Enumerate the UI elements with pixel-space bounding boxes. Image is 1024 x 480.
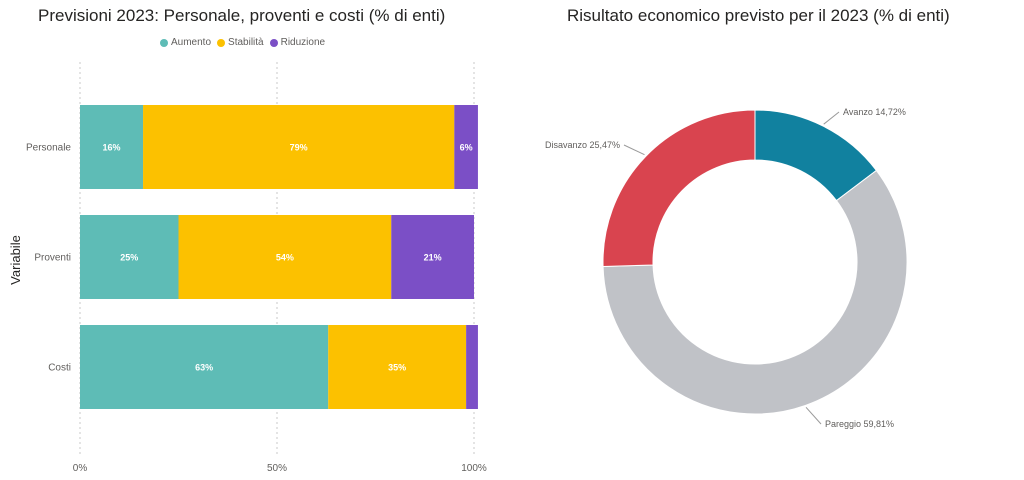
donut-leader-line [823,111,840,125]
bar-data-label: 16% [103,143,121,153]
legend-label-riduzione: Riduzione [280,37,326,48]
donut-data-label: Disavanzo 25,47% [545,140,620,150]
bar-segment[interactable] [80,215,179,299]
donut-slice[interactable] [602,109,756,268]
bar-data-label: 6% [460,143,473,153]
legend-item-aumento[interactable]: Aumento [160,37,211,48]
bar-segment[interactable] [328,325,467,409]
bar-chart-title: Previsioni 2023: Personale, proventi e c… [38,6,446,25]
bar-chart-plot: Variabile 0% 50% 100% Personale 16% 79% 6% Prov… [8,62,487,474]
bar-data-label: 35% [388,363,406,373]
bar-segment[interactable] [80,325,329,409]
bar-chart-panel: Previsioni 2023: Personale, proventi e c… [0,0,500,480]
x-tick-label: 0% [73,463,88,474]
donut-chart-panel: Risultato economico previsto per il 2023… [505,0,1024,480]
bar-segment[interactable] [454,105,478,189]
legend-item-stabilita[interactable]: Stabilità [217,37,264,48]
bar-segment[interactable] [80,105,144,189]
legend-marker-aumento [160,38,168,47]
donut-leader-line [805,406,822,425]
x-tick-label: 50% [267,463,287,474]
y-tick-label: Proventi [34,253,71,264]
y-tick-label: Personale [26,143,71,154]
bar-segment[interactable] [143,105,455,189]
bar-data-label: 21% [424,253,442,263]
bar-chart-legend: Aumento Stabilità Riduzione [160,37,325,48]
donut-data-label: Avanzo 14,72% [843,107,906,117]
legend-label-stabilita: Stabilità [228,37,264,48]
bar-segment[interactable] [178,215,392,299]
donut-leader-line [623,144,645,156]
donut-slice[interactable] [602,169,908,415]
bar-data-label: 54% [276,253,294,263]
bar-segment[interactable] [391,215,474,299]
legend-marker-riduzione [269,38,278,47]
donut-chart-plot: Avanzo 14,72% Pareggio 59,81% Disavanzo 25… [545,107,908,429]
y-axis-title: Variabile [8,235,23,285]
legend-marker-stabilita [217,38,226,47]
donut-data-label: Pareggio 59,81% [825,419,894,429]
legend-label-aumento: Aumento [171,37,212,48]
bar-data-label: 25% [120,253,138,263]
donut-chart-title: Risultato economico previsto per il 2023… [567,6,950,25]
bar-data-label: 63% [195,363,213,373]
bar-segment[interactable] [466,325,478,409]
legend-item-riduzione[interactable]: Riduzione [269,37,326,48]
y-tick-label: Costi [48,363,71,374]
x-tick-label: 100% [461,463,487,474]
bar-data-label: 79% [290,143,308,153]
